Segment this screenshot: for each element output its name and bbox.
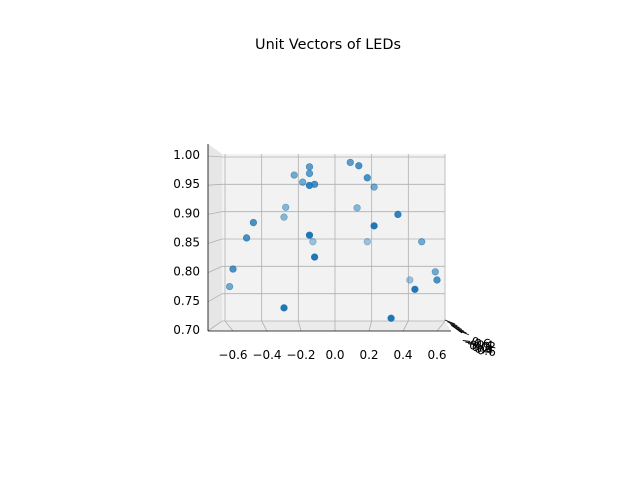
data-point	[346, 158, 354, 167]
z-tick-labels: 0.70 0.75 0.80 0.85 0.90 0.95 1.00	[173, 148, 200, 337]
data-point	[280, 213, 288, 221]
z-side-grid-line	[207, 265, 223, 274]
data-point	[433, 276, 441, 284]
z-tick-label: 1.00	[173, 148, 200, 162]
y-tick-mark	[451, 325, 463, 330]
y-tick-label: 0.6	[476, 343, 497, 360]
data-point	[282, 203, 290, 211]
data-point	[309, 238, 317, 246]
x-floor-grid-line	[297, 320, 302, 332]
x-tick-label: −0.2	[286, 348, 315, 362]
data-point	[411, 285, 419, 293]
y-tick-mark	[444, 319, 456, 325]
z-side-grid-line	[207, 211, 223, 215]
x-tick-label: 0.2	[359, 348, 378, 362]
z-side-grid-line	[207, 320, 223, 332]
x-floor-grid-line	[436, 320, 446, 332]
x-floor-grid-line	[261, 320, 268, 332]
data-point	[299, 178, 307, 186]
y-tick-labels: −0.6−0.4−0.20.00.20.40.6	[461, 333, 497, 359]
x-tick-label: 0.0	[325, 348, 344, 362]
z-tick-label: 0.90	[173, 206, 200, 220]
data-point	[290, 171, 298, 179]
scatter-points	[226, 158, 441, 322]
data-point	[305, 181, 314, 190]
x-tick-label: 0.6	[427, 348, 446, 362]
z-side-grid-line	[207, 238, 223, 244]
data-point	[305, 163, 314, 171]
x-floor-grid-line	[402, 320, 409, 332]
back-pane	[222, 154, 445, 321]
data-point	[280, 304, 288, 312]
x-tick-label: −0.6	[218, 348, 247, 362]
y-tick-label: 0.4	[474, 341, 495, 358]
data-point	[355, 162, 363, 170]
data-point	[229, 265, 237, 273]
data-point	[387, 314, 395, 322]
y-tick-label: −0.4	[463, 335, 494, 353]
axes-3d: −0.6 −0.4 −0.2 0.0 0.2 0.4 0.6 0.700.750.800.8…	[173, 144, 497, 362]
data-point	[353, 204, 361, 212]
z-side-grid-line	[207, 293, 223, 303]
data-point	[394, 210, 402, 218]
x-floor-grid-line	[224, 320, 234, 332]
x-tick-label: −0.4	[252, 348, 281, 362]
z-tick-label: 0.70	[173, 323, 200, 337]
y-tick-mark	[456, 328, 467, 334]
y-tick-mark	[447, 321, 458, 327]
data-point	[406, 276, 414, 284]
z-side-grid-line	[207, 183, 223, 186]
y-tick-label: 0.2	[471, 340, 492, 357]
z-tick-label: 0.85	[173, 236, 200, 250]
y-axis-line	[450, 324, 463, 334]
x-floor-grid-line	[368, 320, 373, 332]
y-tick-label: −0.6	[461, 333, 492, 351]
data-point	[226, 282, 234, 291]
data-point	[431, 268, 439, 276]
chart-title: Unit Vectors of LEDs	[255, 37, 401, 53]
x-tick-label: 0.4	[393, 348, 412, 362]
x-tick-labels: −0.6 −0.4 −0.2 0.0 0.2 0.4 0.6	[218, 348, 446, 362]
grid-lines	[207, 154, 469, 336]
y-tick-mark	[449, 323, 460, 328]
y-tick-label: −0.2	[466, 336, 497, 354]
data-point	[249, 219, 257, 227]
data-point	[370, 222, 378, 230]
data-point	[418, 238, 426, 246]
y-tick-mark	[454, 326, 465, 332]
z-tick-label: 0.80	[173, 265, 200, 279]
data-point	[370, 183, 378, 191]
z-side-grid-line	[207, 155, 223, 158]
data-point	[305, 169, 314, 177]
data-point	[311, 253, 319, 261]
z-tick-label: 0.95	[173, 177, 200, 191]
floor-pane	[208, 321, 451, 331]
y-tick-label: 0.0	[468, 338, 489, 355]
z-tick-label: 0.75	[173, 294, 200, 308]
side-pane	[208, 144, 222, 331]
data-point	[243, 234, 251, 242]
data-point	[363, 238, 371, 246]
data-point	[305, 231, 314, 239]
data-point	[363, 174, 371, 182]
